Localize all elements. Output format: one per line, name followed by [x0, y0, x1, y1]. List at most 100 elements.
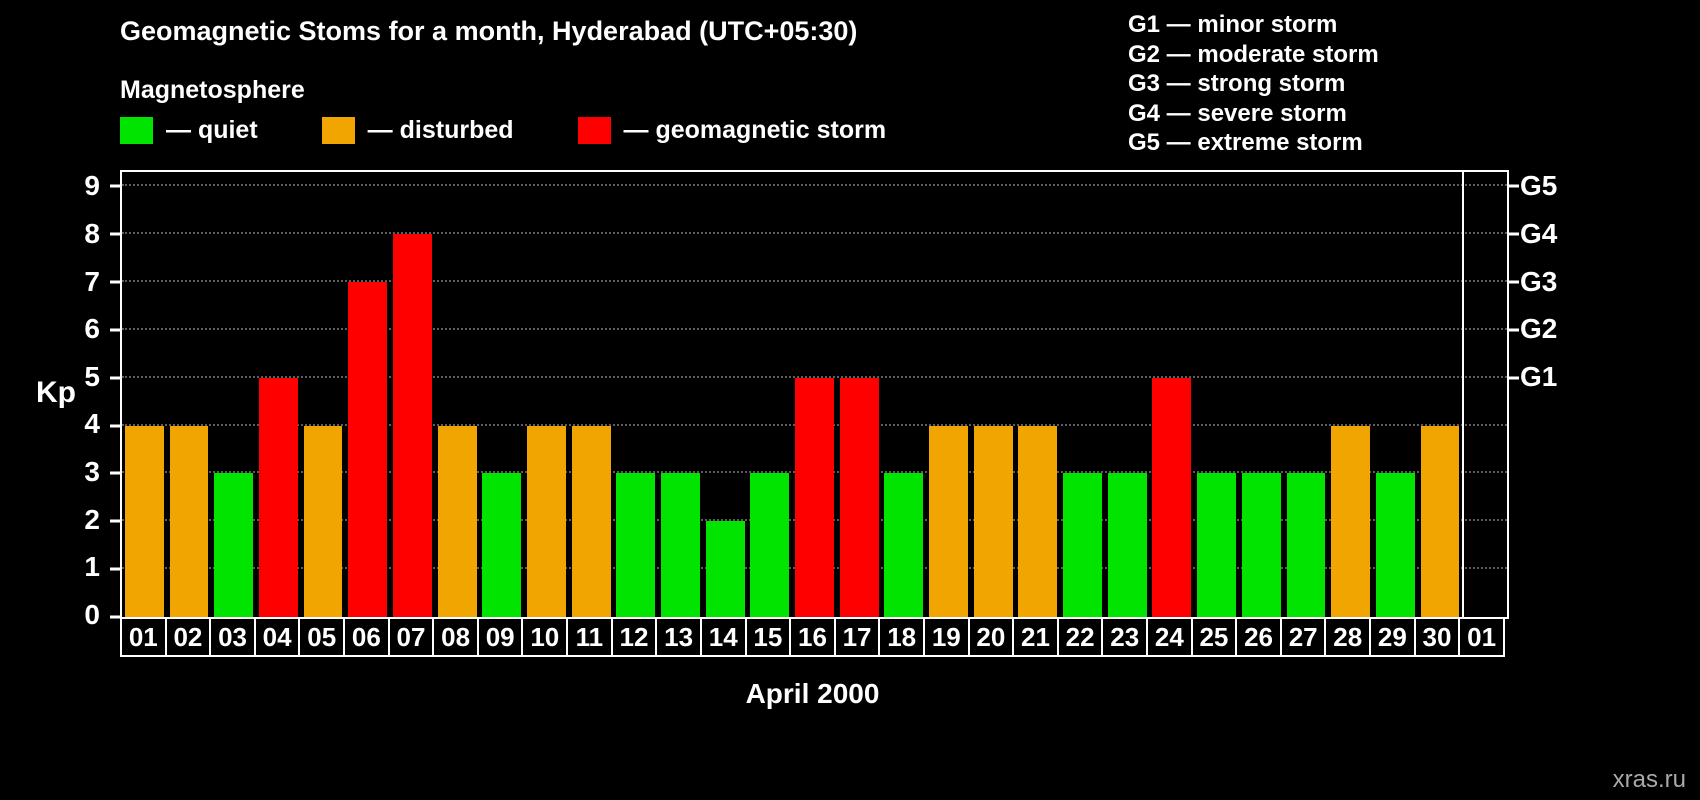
bar-fill-day-19	[929, 425, 968, 617]
right-axis-label-G1: G1	[1520, 360, 1558, 392]
y-axis-label-4: 4	[84, 408, 100, 440]
x-axis-labels: 01 02 03 04 05 06 07 08 09 10 11 12 13 14 15 16 17 18 19 20…	[120, 617, 1505, 657]
disturbed-swatch-icon	[321, 117, 355, 144]
right-tick-G3	[1509, 280, 1519, 284]
x-axis-label-16: 16	[789, 617, 836, 657]
bar-day-16	[792, 172, 837, 617]
bar-fill-day-27	[1286, 473, 1326, 617]
left-tick-kp-8	[110, 232, 120, 236]
x-axis-label-7: 07	[387, 617, 435, 657]
bar-day-10	[524, 172, 569, 617]
bar-fill-day-18	[884, 473, 924, 617]
plot-area	[110, 170, 1519, 619]
bar-fill-day-16	[795, 377, 834, 617]
left-tick-kp-0	[110, 615, 120, 619]
bar-day-01	[122, 172, 167, 617]
right-axis-labels: G1 G2 G3 G4 G5	[1520, 172, 1600, 615]
x-axis-label-29: 29	[1369, 617, 1416, 657]
legend-item-storm: — geomagnetic storm	[577, 116, 886, 145]
bar-fill-day-10	[527, 425, 566, 617]
left-tick-kp-3	[110, 471, 120, 475]
bar-day-03	[211, 172, 256, 617]
bar-fill-day-25	[1197, 473, 1237, 617]
right-tick-G2	[1509, 328, 1519, 332]
x-axis-label-14: 14	[699, 617, 747, 657]
bar-fill-day-08	[437, 425, 477, 617]
bar-fill-day-12	[616, 473, 656, 617]
x-axis-label-23: 23	[1101, 617, 1149, 657]
bar-fill-day-30	[1420, 425, 1460, 617]
y-axis-label-0: 0	[84, 599, 100, 630]
right-axis-label-G2: G2	[1520, 313, 1558, 345]
gridline-kp-6	[122, 327, 1507, 330]
y-axis-label-2: 2	[84, 503, 100, 535]
bar-day-09	[479, 172, 524, 617]
x-axis-label-8: 08	[432, 617, 479, 657]
storm-scale-line-2: G2 — moderate storm	[1128, 40, 1379, 68]
legend-item-label: — quiet	[166, 116, 258, 144]
bar-day-23	[1105, 172, 1150, 617]
x-axis-label-3: 03	[209, 617, 256, 657]
x-axis-label-19: 19	[922, 617, 970, 657]
storm-scale-line-5: G5 — extreme storm	[1128, 129, 1363, 156]
bar-fill-day-13	[661, 473, 700, 617]
gridline-kp-7	[122, 280, 1507, 283]
y-axis-label-8: 8	[84, 217, 100, 249]
x-axis-label-4: 04	[253, 617, 301, 657]
bar-fill-day-11	[571, 425, 611, 617]
y-axis-label-7: 7	[84, 265, 100, 297]
x-axis-label-13: 13	[655, 617, 702, 657]
left-tick-kp-9	[110, 184, 120, 188]
storm-scale-line-1: G1 — minor storm	[1128, 11, 1338, 38]
bar-fill-day-26	[1241, 473, 1281, 617]
bar-day-02	[167, 172, 212, 617]
bar-day-27	[1284, 172, 1329, 617]
gridline-kp-5	[122, 375, 1507, 378]
bar-day-24	[1150, 172, 1195, 617]
x-axis-label-22: 22	[1056, 617, 1104, 657]
storm-scale-legend: G1 — minor storm G2 — moderate storm G3 — …	[1128, 10, 1379, 158]
bar-day-17	[837, 172, 882, 617]
bar-fill-day-29	[1375, 473, 1415, 617]
x-axis-label-6: 06	[343, 617, 390, 657]
bar-day-06	[345, 172, 390, 617]
x-axis-label-2: 02	[164, 617, 212, 657]
left-tick-kp-2	[110, 519, 120, 523]
x-axis-label-28: 28	[1324, 617, 1372, 657]
right-tick-G1	[1509, 376, 1519, 380]
x-axis-label-11: 11	[566, 617, 613, 657]
bar-fill-day-23	[1107, 473, 1147, 617]
legend-item-label: — disturbed	[367, 116, 514, 144]
bar-fill-day-06	[348, 282, 388, 617]
storm-scale-line-3: G3 — strong storm	[1128, 70, 1346, 97]
bar-day-15	[747, 172, 792, 617]
bar-day-29	[1373, 172, 1418, 617]
y-axis-label-9: 9	[84, 170, 100, 202]
bar-fill-day-02	[169, 425, 209, 617]
x-axis-label-12: 12	[610, 617, 658, 657]
left-tick-kp-7	[110, 280, 120, 284]
y-axis-title: Kp	[36, 376, 76, 409]
x-axis-label-26: 26	[1235, 617, 1282, 657]
x-axis-label-17: 17	[833, 617, 881, 657]
bar-fill-day-15	[750, 473, 790, 617]
gridline-kp-9	[122, 184, 1507, 187]
y-axis-label-1: 1	[84, 551, 100, 583]
next-month-separator	[1462, 172, 1465, 617]
bar-day-11	[569, 172, 614, 617]
x-axis-label-31: 01	[1458, 617, 1505, 657]
x-axis-label-18: 18	[878, 617, 925, 657]
bar-fill-day-07	[392, 234, 432, 617]
left-tick-kp-4	[110, 424, 120, 428]
x-axis-label-21: 21	[1012, 617, 1059, 657]
y-axis-label-5: 5	[84, 360, 100, 392]
y-axis-label-6: 6	[84, 313, 100, 345]
chart-title: Geomagnetic Stoms for a month, Hyderabad…	[120, 16, 858, 46]
watermark: xras.ru	[1612, 766, 1686, 793]
x-axis-label-24: 24	[1146, 617, 1193, 657]
x-axis-label-25: 25	[1190, 617, 1238, 657]
bar-day-07	[390, 172, 435, 617]
x-axis-label-15: 15	[744, 617, 792, 657]
x-axis-label-9: 09	[476, 617, 524, 657]
